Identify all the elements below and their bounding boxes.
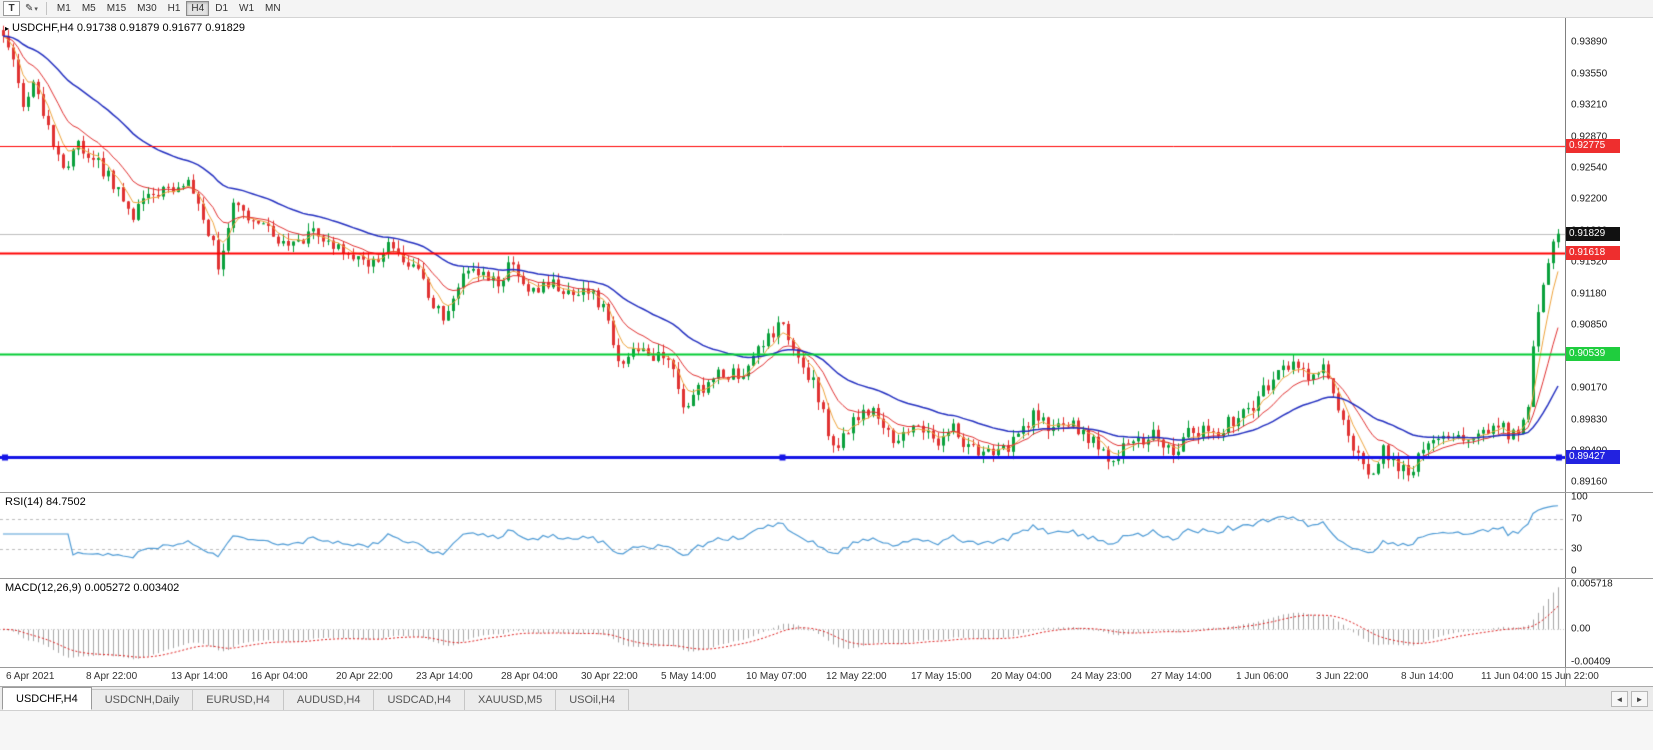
time-axis-label: 30 Apr 22:00 bbox=[581, 671, 638, 682]
timeframe-button-mn[interactable]: MN bbox=[260, 1, 286, 16]
time-axis-label: 8 Apr 22:00 bbox=[86, 671, 138, 682]
macd-axis-label: 0.00 bbox=[1571, 623, 1591, 635]
price-axis-label: 0.89830 bbox=[1571, 414, 1608, 425]
macd-label: MACD(12,26,9) 0.005272 0.003402 bbox=[5, 582, 180, 594]
price-axis-label: 0.92200 bbox=[1571, 193, 1608, 205]
time-axis-label: 16 Apr 04:00 bbox=[251, 671, 308, 682]
main-chart-panel: ▸ USDCHF,H4 0.91738 0.91879 0.91677 0.918… bbox=[0, 18, 1653, 492]
time-axis-label: 24 May 23:00 bbox=[1071, 671, 1132, 682]
rsi-axis-label: 70 bbox=[1571, 513, 1583, 525]
one-click-trading-arrow-icon[interactable]: ▸ bbox=[5, 24, 10, 33]
timeframe-toolbar: T ✎ ▾ M1 M5 M15 M30 H1 H4 D1 W1 MN bbox=[0, 0, 1653, 18]
time-axis-label: 8 Jun 14:00 bbox=[1401, 671, 1454, 682]
price-axis[interactable]: 0.93890 0.93550 0.93210 0.92870 0.92540 0.922… bbox=[1565, 18, 1653, 492]
toolbar-separator bbox=[45, 2, 47, 15]
price-axis-label: 0.90850 bbox=[1571, 319, 1608, 331]
rsi-axis[interactable]: 100 70 30 0 bbox=[1565, 491, 1653, 578]
price-axis-label: 0.91180 bbox=[1571, 288, 1607, 300]
chart-tab-xauusd-m5[interactable]: XAUUSD,M5 bbox=[464, 689, 557, 710]
rsi-axis-label: 0 bbox=[1571, 565, 1577, 577]
main-chart-canvas[interactable] bbox=[0, 18, 1565, 492]
macd-canvas[interactable] bbox=[0, 579, 1565, 667]
timeframe-button-w1[interactable]: W1 bbox=[234, 1, 259, 16]
timeframe-button-m15[interactable]: M15 bbox=[102, 1, 131, 16]
time-axis-label: 13 Apr 14:00 bbox=[171, 671, 228, 682]
symbol-period-label: USDCHF,H4 bbox=[12, 22, 74, 34]
time-axis-label: 3 Jun 22:00 bbox=[1316, 671, 1369, 682]
rsi-canvas[interactable] bbox=[0, 493, 1565, 578]
status-bar bbox=[0, 710, 1653, 750]
timeframe-button-m30[interactable]: M30 bbox=[132, 1, 161, 16]
chart-tab-usdcad-h4[interactable]: USDCAD,H4 bbox=[373, 689, 466, 710]
time-axis-label: 23 Apr 14:00 bbox=[416, 671, 473, 682]
chart-tab-eurusd-h4[interactable]: EURUSD,H4 bbox=[192, 689, 284, 710]
price-axis-label: 0.92870 bbox=[1571, 131, 1608, 143]
price-badge-0.91829: 0.91829 bbox=[1566, 226, 1620, 241]
time-axis-label: 6 Apr 2021 bbox=[6, 671, 55, 682]
time-axis-label: 11 Jun 04:00 bbox=[1481, 671, 1539, 682]
tab-scroll-arrows: ◄ ► bbox=[1611, 691, 1648, 707]
chart-template-button[interactable]: T bbox=[3, 1, 20, 16]
price-badge-0.92775: 0.92775 bbox=[1566, 138, 1620, 153]
price-axis-label: 0.90170 bbox=[1571, 382, 1608, 394]
macd-axis-label: 0.005718 bbox=[1571, 578, 1613, 590]
time-axis-label: 20 May 04:00 bbox=[991, 671, 1052, 682]
ohlc-values: 0.91738 0.91879 0.91677 0.91829 bbox=[76, 22, 246, 34]
price-axis-label: 0.89160 bbox=[1571, 476, 1608, 488]
price-badge-0.90539: 0.90539 bbox=[1566, 346, 1620, 361]
panel-divider[interactable] bbox=[0, 578, 1653, 579]
macd-axis-label: -0.00409 bbox=[1571, 656, 1611, 668]
chart-tab-audusd-h4[interactable]: AUDUSD,H4 bbox=[282, 689, 375, 710]
price-badge-0.91618: 0.91618 bbox=[1566, 246, 1620, 261]
price-axis-label: 0.93550 bbox=[1571, 68, 1608, 80]
chart-tab-usdchf-h4[interactable]: USDCHF,H4 bbox=[2, 687, 92, 710]
timeframe-group: M1 M5 M15 M30 H1 H4 D1 W1 MN bbox=[52, 1, 286, 16]
rsi-panel: RSI(14) 84.7502 100 70 30 0 bbox=[0, 491, 1653, 578]
panel-divider[interactable] bbox=[0, 492, 1653, 493]
chart-tab-bar: USDCHF,H4 USDCNH,Daily EURUSD,H4 AUDUSD,H4 U… bbox=[0, 686, 1653, 710]
chart-tab-usoil-h4[interactable]: USOil,H4 bbox=[555, 689, 630, 710]
time-axis-label: 17 May 15:00 bbox=[911, 671, 972, 682]
price-axis-label: 0.92540 bbox=[1571, 162, 1608, 174]
time-axis-label: 20 Apr 22:00 bbox=[336, 671, 393, 682]
chart-tabs: USDCHF,H4 USDCNH,Daily EURUSD,H4 AUDUSD,H4 U… bbox=[2, 687, 630, 710]
macd-axis[interactable]: 0.005718 0.00 -0.00409 bbox=[1565, 578, 1653, 668]
time-axis-label: 12 May 22:00 bbox=[826, 671, 887, 682]
time-axis-label: 5 May 14:00 bbox=[661, 671, 717, 682]
timeframe-button-h1[interactable]: H1 bbox=[163, 1, 186, 16]
time-axis-label: 27 May 14:00 bbox=[1151, 671, 1212, 682]
draw-tool-button[interactable]: ✎ ▾ bbox=[22, 1, 41, 16]
axis-border bbox=[1565, 668, 1566, 686]
chart-tab-usdcnh-daily[interactable]: USDCNH,Daily bbox=[90, 689, 194, 710]
chart-title: ▸ USDCHF,H4 0.91738 0.91879 0.91677 0.918… bbox=[5, 22, 245, 34]
chevron-down-icon: ▾ bbox=[34, 5, 38, 13]
price-axis-label: 0.93210 bbox=[1571, 99, 1608, 111]
time-axis[interactable]: 6 Apr 2021 8 Apr 22:00 13 Apr 14:00 16 Apr … bbox=[0, 667, 1653, 686]
timeframe-button-m1[interactable]: M1 bbox=[52, 1, 76, 16]
time-axis-label: 15 Jun 22:00 bbox=[1541, 671, 1599, 682]
timeframe-button-m5[interactable]: M5 bbox=[77, 1, 101, 16]
price-axis-label: 0.91520 bbox=[1571, 256, 1608, 268]
pencil-icon: ✎ bbox=[25, 3, 34, 14]
timeframe-button-d1[interactable]: D1 bbox=[210, 1, 233, 16]
macd-panel: MACD(12,26,9) 0.005272 0.003402 0.005718… bbox=[0, 578, 1653, 668]
rsi-axis-label: 100 bbox=[1571, 491, 1588, 503]
timeframe-button-h4[interactable]: H4 bbox=[186, 1, 210, 16]
rsi-axis-label: 30 bbox=[1571, 543, 1583, 555]
tab-scroll-right-icon[interactable]: ► bbox=[1631, 691, 1648, 707]
time-axis-label: 1 Jun 06:00 bbox=[1236, 671, 1289, 682]
rsi-label: RSI(14) 84.7502 bbox=[5, 496, 86, 508]
time-axis-label: 10 May 07:00 bbox=[746, 671, 807, 682]
tab-scroll-left-icon[interactable]: ◄ bbox=[1611, 691, 1628, 707]
price-badge-0.89427: 0.89427 bbox=[1566, 449, 1620, 464]
price-axis-label: 0.93890 bbox=[1571, 36, 1608, 48]
time-axis-label: 28 Apr 04:00 bbox=[501, 671, 558, 682]
